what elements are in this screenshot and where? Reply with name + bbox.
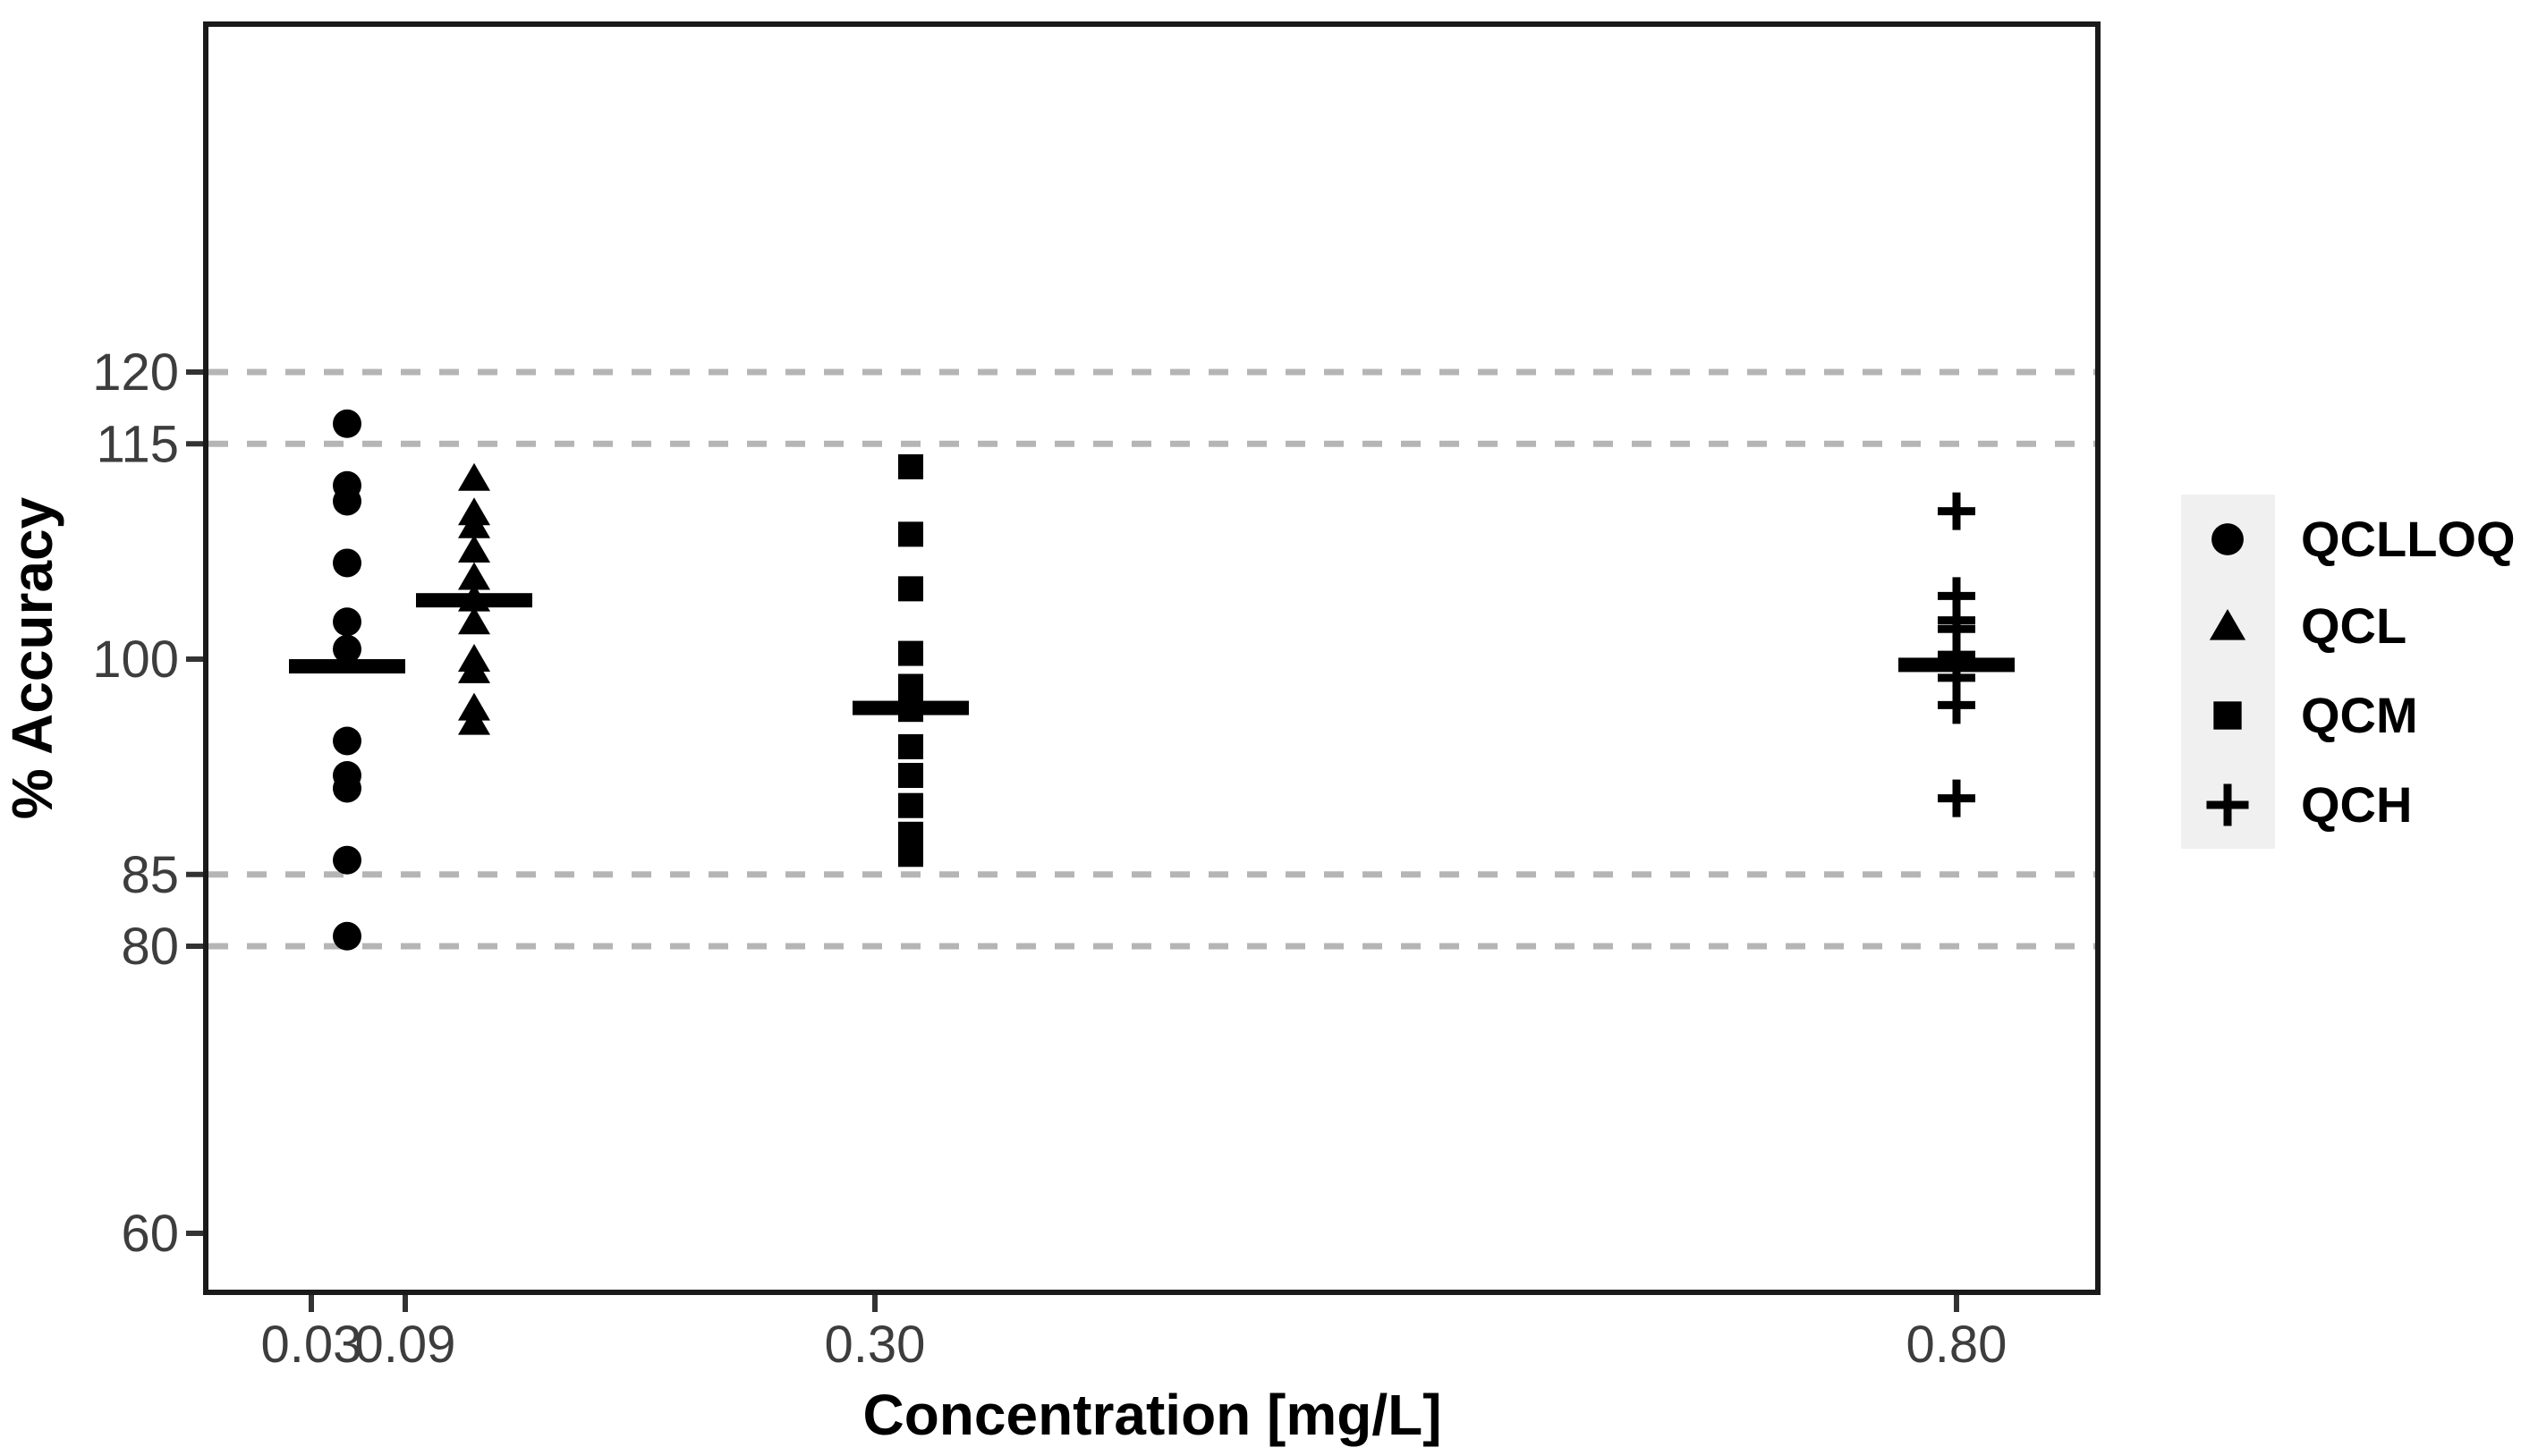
square-marker: [898, 521, 923, 547]
circle-marker: [333, 548, 361, 578]
circle-marker: [2211, 523, 2244, 555]
median-bar-qclloq: [289, 659, 405, 674]
square-marker: [898, 842, 923, 868]
triangle-marker: [458, 462, 490, 491]
y-tick-label-120: 120: [92, 343, 179, 402]
legend-keys-layer: [2181, 495, 2275, 849]
median-bar-qcm: [853, 700, 969, 715]
triangle-marker: [458, 562, 490, 590]
square-marker: [898, 640, 923, 666]
triangle-marker: [458, 707, 490, 735]
y-tick-label-100: 100: [92, 631, 179, 689]
triangle-marker: [458, 606, 490, 635]
square-marker: [898, 792, 923, 818]
square-marker: [898, 763, 923, 789]
panel-border: [203, 21, 2101, 1295]
plus-marker: [1938, 686, 1975, 724]
legend-label-qclloq: QCLLOQ: [2301, 511, 2516, 567]
triangle-marker: [458, 655, 490, 683]
y-tick-label-80: 80: [121, 918, 179, 976]
circle-marker: [333, 607, 361, 637]
y-tick-label-60: 60: [121, 1205, 179, 1263]
square-marker: [898, 453, 923, 479]
axis-ticks-layer: 120 115 100 85 80 60 0.030.09 0.30 0.80: [92, 343, 2007, 1374]
square-marker: [898, 576, 923, 602]
median-bar-qch: [1898, 657, 2015, 673]
legend-label-qcm: QCM: [2301, 687, 2418, 743]
x-tick-label-0.03: 0.03: [261, 1316, 362, 1374]
reference-lines-layer: [208, 368, 2095, 950]
square-marker: [2213, 701, 2242, 730]
plus-marker: [2206, 783, 2249, 826]
y-tick-label-115: 115: [97, 415, 179, 473]
plus-marker: [1938, 779, 1975, 817]
median-bar-qcl: [416, 593, 532, 608]
triangle-marker: [458, 535, 490, 563]
plus-marker: [1938, 492, 1975, 530]
legend-label-qcl: QCL: [2301, 597, 2406, 654]
data-points-layer: [333, 409, 1975, 951]
circle-marker: [333, 487, 361, 516]
triangle-marker: [458, 692, 490, 721]
x-tick-label-0.30: 0.30: [825, 1316, 926, 1374]
circle-marker: [333, 774, 361, 803]
legend-label-qch: QCH: [2301, 776, 2412, 833]
triangle-marker: [2209, 608, 2246, 640]
triangle-marker: [458, 510, 490, 538]
circle-marker: [333, 921, 361, 951]
circle-marker: [333, 634, 361, 664]
square-marker: [898, 733, 923, 759]
x-tick-label-0.80: 0.80: [1906, 1316, 2007, 1374]
circle-marker: [333, 845, 361, 875]
x-tick-label-0.09: 0.09: [355, 1316, 456, 1374]
y-tick-label-85: 85: [121, 846, 179, 904]
x-axis-title: Concentration [mg/L]: [862, 1383, 1441, 1447]
median-bars-layer: [289, 593, 2015, 715]
square-marker: [898, 673, 923, 699]
y-axis-title: % Accuracy: [0, 496, 64, 819]
circle-marker: [333, 726, 361, 756]
circle-marker: [333, 409, 361, 438]
